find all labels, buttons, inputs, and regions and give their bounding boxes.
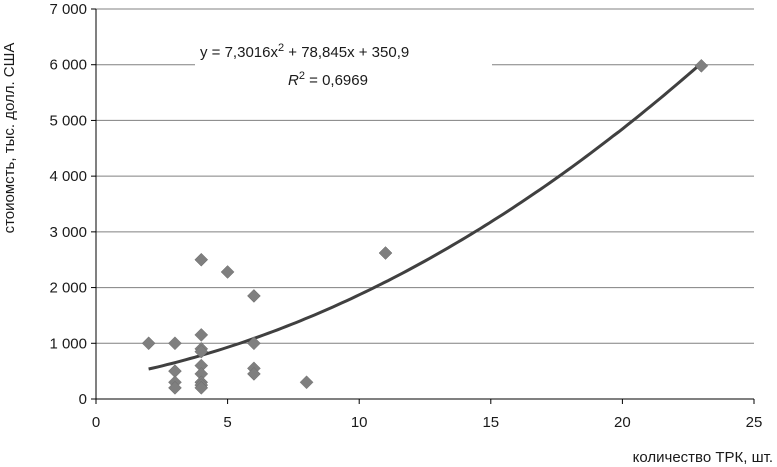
y-tick-label: 1 000 [49, 335, 87, 352]
trendline-group [148, 62, 703, 371]
data-points [141, 58, 709, 395]
equation-suffix: + 78,845x + 350,9 [284, 44, 409, 61]
equation-exponent: 2 [278, 42, 284, 54]
data-point [141, 336, 156, 351]
y-tick-label: 5 000 [49, 112, 87, 129]
x-tick-label: 15 [482, 414, 499, 431]
y-tick-label: 0 [79, 391, 87, 408]
data-point [247, 336, 261, 351]
x-tick-label: 0 [92, 414, 100, 431]
equation-background [195, 36, 492, 94]
tick-labels: 0 1 000 2 000 3 000 4 000 5 000 6 000 7 000 0 5 10… [49, 1, 762, 431]
x-tick-label: 10 [351, 414, 368, 431]
data-point [378, 246, 393, 260]
x-tick-label: 5 [223, 414, 231, 431]
r-squared-label: R2 = 0,6969 [288, 70, 368, 89]
x-axis-title: количество ТРК, шт. [633, 449, 773, 466]
data-point [247, 367, 261, 381]
y-tick-label: 6 000 [49, 57, 87, 74]
data-point [694, 58, 709, 73]
data-point [247, 289, 261, 303]
data-point [299, 375, 314, 390]
data-point [220, 265, 235, 279]
y-tick-label: 2 000 [49, 280, 87, 297]
r2-prefix: R [288, 72, 299, 89]
x-tick-label: 20 [614, 414, 631, 431]
x-tick-label: 25 [746, 414, 763, 431]
r2-exponent: 2 [299, 70, 305, 82]
trendline-equation: y = 7,3016x2 + 78,845x + 350,9 [200, 42, 409, 61]
data-point [168, 336, 182, 351]
y-tick-label: 3 000 [49, 224, 87, 241]
y-tick-label: 7 000 [49, 1, 87, 18]
r2-value: = 0,6969 [305, 72, 368, 89]
data-point [194, 381, 209, 395]
data-point [168, 381, 182, 395]
y-tick-label: 4 000 [49, 168, 87, 185]
y-axis-title: стоиомсть, тыс. долл. США [1, 43, 18, 234]
data-point [194, 252, 209, 267]
axes [91, 8, 755, 404]
data-point [194, 344, 209, 359]
data-point [194, 328, 209, 342]
trendline [148, 62, 703, 371]
equation-prefix: y = 7,3016x [200, 44, 278, 61]
